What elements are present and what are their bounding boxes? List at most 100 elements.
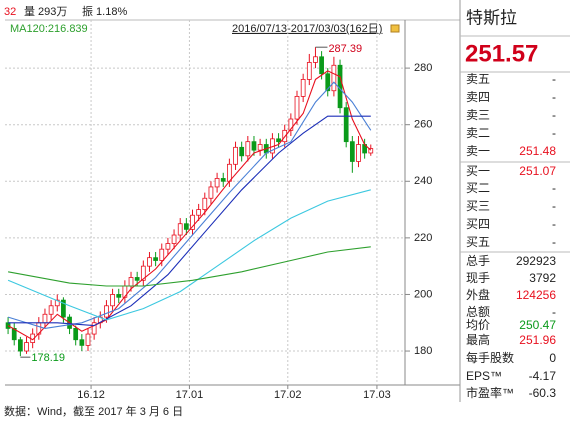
quote-value: 251.96 (519, 333, 556, 347)
candle-body (61, 299, 66, 318)
candle-body (183, 223, 189, 230)
candle-body (233, 146, 238, 165)
quote-label: 市盈率™ (466, 385, 514, 400)
candle-body (177, 223, 183, 236)
candle-body (5, 322, 11, 329)
candle-body (91, 322, 97, 335)
candle-body (337, 64, 343, 109)
candle-body (319, 56, 324, 75)
candle-body (220, 178, 226, 182)
candle-body (196, 209, 202, 216)
date-range[interactable]: 2016/07/13-2017/03/03(162日) (232, 23, 382, 35)
candle-body (294, 95, 300, 120)
quote-label: 均价 (466, 318, 490, 332)
candle-body (73, 328, 79, 341)
top-stat: 量 293万 (24, 5, 67, 18)
y-tick-label: 260 (414, 119, 432, 131)
moving-average-line (7, 70, 372, 341)
candle-body (306, 62, 312, 80)
quote-value: - (552, 181, 556, 195)
quote-label: 总额 (466, 305, 490, 319)
stock-name: 特斯拉 (466, 8, 517, 27)
y-tick-label: 180 (414, 345, 432, 357)
plot (5, 47, 374, 357)
candle-body (356, 144, 361, 162)
candle-body (276, 138, 281, 143)
candle-body (153, 257, 158, 261)
candle-body (171, 234, 177, 244)
quote-label: EPS™ (466, 369, 502, 383)
candle-body (245, 141, 251, 157)
quote-label: 买一 (466, 164, 490, 178)
candle-body (343, 107, 349, 143)
candle-body (11, 328, 17, 341)
candle-body (227, 163, 232, 182)
quote-value: 251.07 (519, 164, 556, 178)
candle-body (214, 178, 220, 188)
quote-value: 250.47 (519, 318, 556, 332)
y-tick-label: 240 (414, 175, 432, 187)
source-note: 数据：Wind，截至 2017 年 3 月 6 日 (4, 404, 183, 418)
candle-body (79, 339, 85, 346)
top-stat: 32 (4, 6, 16, 18)
candle-body (54, 299, 60, 307)
quote-value: - (552, 235, 556, 249)
candle-body (165, 243, 171, 250)
quote-value: - (552, 217, 556, 231)
candle-body (104, 305, 109, 318)
candle-body (159, 248, 165, 261)
quote-value: - (552, 108, 556, 122)
candle-body (48, 305, 54, 315)
high-label: 287.39 (328, 43, 362, 55)
candle-body (331, 64, 337, 92)
y-tick-label: 200 (414, 288, 432, 300)
quote-value: - (552, 90, 556, 104)
quote-value: 251.48 (519, 144, 556, 158)
quote-value: 3792 (529, 271, 556, 285)
quote-label: 总手 (466, 254, 490, 268)
quote-value: 0 (549, 351, 556, 365)
candle-body (134, 277, 140, 281)
candle-body (300, 79, 306, 97)
quote-value: 124256 (516, 288, 556, 302)
quote-label: 买二 (466, 181, 490, 195)
quote-value: - (552, 72, 556, 86)
candle-body (288, 118, 294, 131)
low-label: 178.19 (31, 352, 65, 364)
candle-body (42, 313, 48, 324)
candle-body (349, 141, 355, 162)
candle-body (116, 294, 122, 298)
quote-label: 卖三 (466, 108, 490, 122)
quote-value: -60.3 (529, 386, 557, 400)
quote-label: 卖一 (466, 144, 490, 158)
quote-value: - (552, 126, 556, 140)
candle-body (24, 342, 29, 352)
quote-label: 最高 (466, 332, 490, 347)
quote-label: 每手股数 (466, 350, 514, 365)
candle-body (251, 141, 257, 151)
candle-body (128, 277, 134, 287)
candle-body (257, 144, 263, 151)
candle-body (147, 257, 152, 267)
ma-label: MA120:216.839 (10, 23, 88, 35)
candle-body (202, 197, 208, 210)
candle-body (368, 148, 374, 154)
quote-label: 买四 (466, 217, 490, 231)
lock-icon[interactable] (390, 24, 400, 33)
moving-average-line (8, 115, 371, 327)
quote-value: 292923 (516, 254, 556, 268)
x-tick-label: 17.01 (176, 389, 204, 401)
moving-average-line (7, 81, 372, 329)
candle-body (110, 294, 115, 307)
quote-label: 卖四 (466, 90, 490, 104)
moving-average-line (8, 246, 371, 287)
candle-body (85, 333, 91, 346)
x-tick-label: 17.02 (274, 389, 302, 401)
top-stat: 振 1.18% (82, 4, 127, 18)
y-tick-label: 280 (414, 62, 432, 74)
quote-label: 卖五 (466, 72, 490, 86)
quote-label: 外盘 (466, 287, 490, 302)
candle-body (239, 146, 245, 157)
quote-label: 卖二 (466, 126, 490, 140)
